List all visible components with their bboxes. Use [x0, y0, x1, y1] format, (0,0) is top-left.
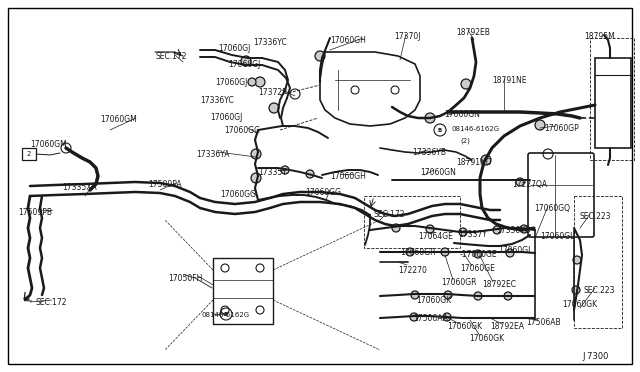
Circle shape [504, 292, 512, 300]
Text: 17060GR: 17060GR [441, 278, 477, 287]
Text: 18791ND: 18791ND [456, 158, 492, 167]
Circle shape [426, 225, 434, 233]
Bar [22, 148, 36, 160]
Text: 17506AA: 17506AA [413, 314, 448, 323]
Bar [590, 38, 634, 160]
Text: 18792EB: 18792EB [456, 28, 490, 37]
Text: 17509PB: 17509PB [18, 208, 52, 217]
Circle shape [441, 248, 449, 256]
Circle shape [411, 291, 419, 299]
Circle shape [392, 224, 400, 232]
Text: SEC.223: SEC.223 [579, 212, 611, 221]
Circle shape [443, 313, 451, 321]
Text: 17372P: 17372P [258, 88, 287, 97]
Text: 17064GE: 17064GE [418, 232, 453, 241]
Text: 18795M: 18795M [584, 32, 615, 41]
Text: 17060GJ: 17060GJ [210, 113, 243, 122]
Circle shape [506, 249, 514, 257]
Bar [574, 196, 622, 328]
Text: J 7300: J 7300 [582, 352, 609, 361]
Text: 17050FH: 17050FH [168, 274, 202, 283]
Text: 17060GK: 17060GK [562, 300, 597, 309]
Text: 17337Y: 17337Y [458, 230, 487, 239]
Text: 17060GP: 17060GP [544, 124, 579, 133]
Text: 17060GK: 17060GK [447, 322, 482, 331]
Bar [213, 258, 273, 324]
Circle shape [535, 120, 545, 130]
Text: 17060GG: 17060GG [224, 126, 260, 135]
Text: 18792EA: 18792EA [490, 322, 524, 331]
Text: 17060GJ: 17060GJ [228, 60, 260, 69]
Circle shape [241, 56, 251, 66]
Text: B: B [438, 128, 442, 132]
Text: 17370J: 17370J [394, 32, 420, 41]
Text: 17336YB: 17336YB [412, 148, 446, 157]
Circle shape [425, 113, 435, 123]
Text: 17060GG: 17060GG [220, 190, 256, 199]
Circle shape [444, 291, 452, 299]
Text: 17060GN: 17060GN [420, 168, 456, 177]
Circle shape [474, 292, 482, 300]
Circle shape [520, 225, 528, 233]
Circle shape [281, 166, 289, 174]
Text: 08146-6162G: 08146-6162G [202, 312, 250, 318]
Circle shape [481, 155, 491, 165]
Text: 17227QA: 17227QA [512, 180, 547, 189]
Text: 2: 2 [27, 151, 31, 157]
Text: 17060GQ: 17060GQ [534, 204, 570, 213]
Text: 17060GR: 17060GR [400, 248, 435, 257]
Circle shape [406, 248, 414, 256]
Circle shape [493, 226, 501, 234]
Text: 172270: 172270 [398, 266, 427, 275]
Text: 17336YD: 17336YD [496, 226, 531, 235]
Circle shape [461, 79, 471, 89]
Text: -17060GE: -17060GE [460, 250, 498, 259]
Text: 17060GH: 17060GH [330, 36, 366, 45]
Circle shape [410, 313, 418, 321]
Text: 17060GE: 17060GE [460, 264, 495, 273]
Circle shape [459, 228, 467, 236]
Text: 18792EC: 18792EC [482, 280, 516, 289]
Text: SEC.172: SEC.172 [155, 52, 186, 61]
Circle shape [516, 178, 524, 186]
Text: 17060GJ: 17060GJ [215, 78, 248, 87]
Text: 17060GJ: 17060GJ [218, 44, 250, 53]
Text: 17060GM: 17060GM [30, 140, 67, 149]
Text: 08146-6162G: 08146-6162G [452, 126, 500, 132]
Text: SEC.172: SEC.172 [374, 210, 406, 219]
Circle shape [573, 256, 581, 264]
Circle shape [251, 173, 261, 183]
Text: 17336YC: 17336YC [200, 96, 234, 105]
Text: 17060GK: 17060GK [469, 334, 504, 343]
Circle shape [315, 51, 325, 61]
Text: 17336YA: 17336YA [196, 150, 230, 159]
Text: 17060GH: 17060GH [330, 172, 366, 181]
Text: 17060GM: 17060GM [100, 115, 137, 124]
Circle shape [269, 103, 279, 113]
Text: 18791NE: 18791NE [492, 76, 527, 85]
Bar [364, 196, 460, 248]
Circle shape [251, 149, 261, 159]
Circle shape [255, 77, 265, 87]
Text: 17336YC: 17336YC [253, 38, 287, 47]
Circle shape [572, 286, 580, 294]
Text: 17060GN: 17060GN [444, 110, 480, 119]
Circle shape [248, 78, 256, 86]
Text: (2): (2) [460, 138, 470, 144]
Text: 17060GL: 17060GL [498, 246, 532, 255]
Circle shape [306, 170, 314, 178]
Circle shape [474, 250, 482, 258]
Text: 17509PA: 17509PA [148, 180, 182, 189]
Text: 17335XA: 17335XA [62, 183, 97, 192]
Text: SEC.172: SEC.172 [35, 298, 67, 307]
Text: 17060GL: 17060GL [540, 232, 574, 241]
Text: 17060GK: 17060GK [416, 296, 451, 305]
Bar [595, 58, 631, 148]
Text: 17060GG: 17060GG [305, 188, 341, 197]
Text: 17506AB: 17506AB [526, 318, 561, 327]
Text: 17335Y: 17335Y [258, 168, 287, 177]
Text: B: B [224, 311, 228, 317]
Text: SEC.223: SEC.223 [584, 286, 616, 295]
